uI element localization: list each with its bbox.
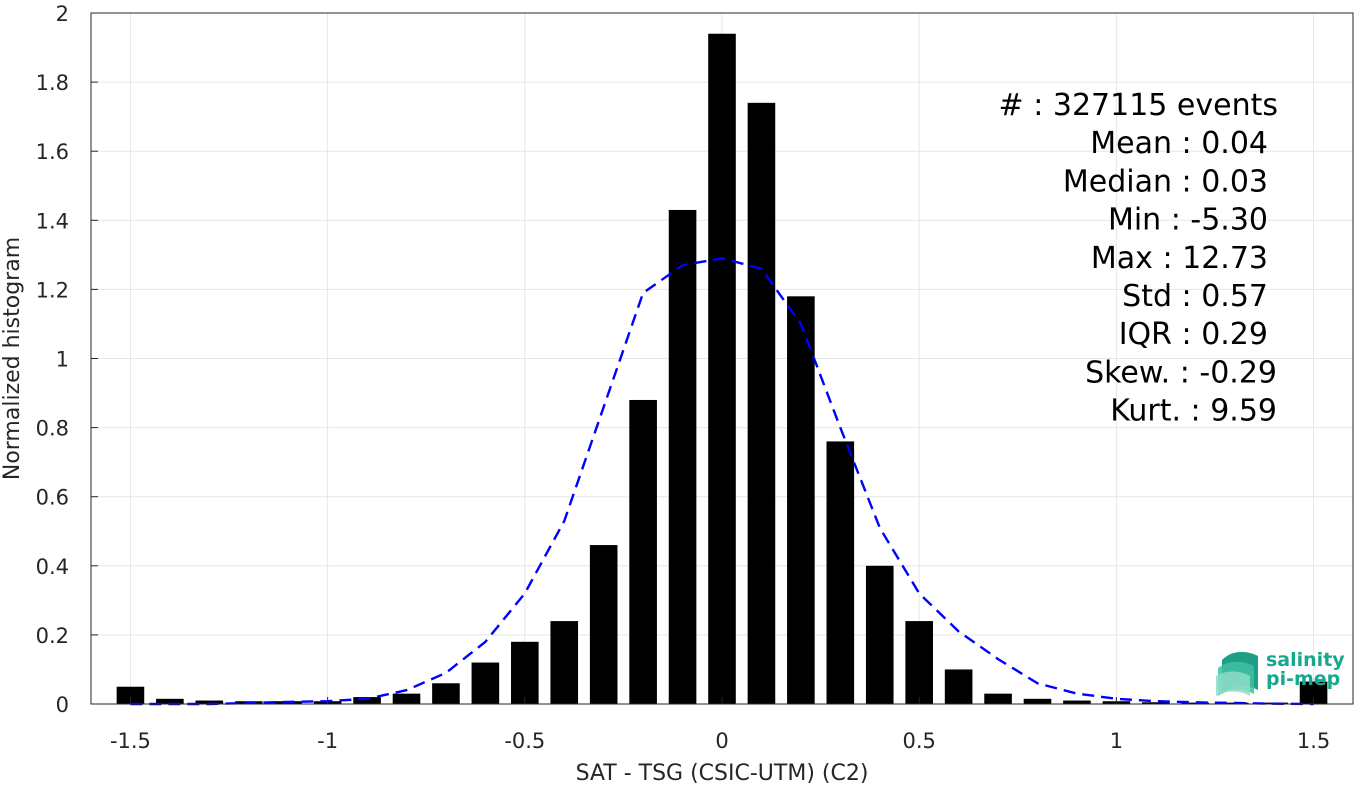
y-tick-label: 0.6 (36, 486, 69, 510)
histogram-bars (116, 33, 1328, 705)
histogram-bar (905, 621, 933, 704)
stat-line: Kurt. : 9.59 (1110, 394, 1277, 429)
y-tick-label: 1.2 (36, 278, 69, 302)
histogram-bar (1299, 681, 1328, 704)
y-tick-label: 1 (56, 348, 69, 372)
y-axis-label: Normalized histogram (0, 237, 25, 480)
histogram-bar (471, 662, 500, 704)
histogram-bar (747, 102, 776, 704)
x-axis-ticks: -1.5 -1 -0.5 0 0.5 1 1.5 (110, 697, 1330, 753)
x-tick-label: 0.5 (902, 729, 935, 753)
histogram-bar (629, 399, 657, 704)
stat-line: # : 327115 events (999, 88, 1278, 123)
y-axis-ticks: 0 0.2 0.4 0.6 0.8 1 1.2 1.4 1.6 1.8 2 (36, 2, 98, 717)
y-tick-label: 1.8 (36, 71, 69, 95)
histogram-bar (865, 565, 894, 704)
histogram-bar (944, 669, 973, 704)
histogram-bar (195, 700, 224, 704)
histogram-bar (353, 697, 381, 704)
histogram-bar (1142, 702, 1170, 704)
y-tick-label: 0.8 (36, 417, 69, 441)
histogram-bar (589, 545, 618, 704)
logo-text-pi-mep: pi-mep (1266, 668, 1340, 690)
histogram-bar (787, 296, 815, 704)
x-tick-label: -1 (317, 729, 338, 753)
y-tick-label: 2 (56, 2, 69, 26)
stat-line: IQR : 0.29 (1119, 317, 1268, 352)
histogram-bar (668, 209, 697, 704)
histogram-bar (550, 621, 579, 704)
x-tick-label: 0 (715, 729, 728, 753)
x-tick-label: -0.5 (504, 729, 545, 753)
stat-line: Skew. : -0.29 (1085, 355, 1277, 390)
histogram-bar (1023, 698, 1052, 704)
histogram-bar (984, 693, 1012, 704)
salinity-pi-mep-logo: salinity pi-mep (1216, 649, 1345, 696)
x-tick-label: 1.5 (1297, 729, 1330, 753)
histogram-bar (1181, 702, 1210, 704)
stat-line: Max : 12.73 (1091, 241, 1268, 276)
y-tick-label: 1.4 (36, 209, 69, 233)
histogram-bar (1063, 700, 1091, 704)
logo-text-salinity: salinity (1266, 649, 1345, 671)
histogram-bar (156, 698, 184, 704)
stat-line: Median : 0.03 (1063, 164, 1268, 199)
histogram-bar (826, 441, 855, 704)
y-tick-label: 0 (56, 693, 69, 717)
x-tick-label: 1 (1110, 729, 1123, 753)
stat-line: Min : -5.30 (1108, 203, 1268, 238)
logo-waves-icon (1216, 651, 1258, 696)
histogram-bar (392, 693, 421, 704)
histogram-bar (116, 686, 145, 704)
histogram-bar (432, 683, 460, 704)
histogram-bar (511, 641, 539, 704)
y-tick-label: 0.2 (36, 624, 69, 648)
x-tick-label: -1.5 (110, 729, 151, 753)
y-tick-label: 0.4 (36, 555, 69, 579)
stat-line: Std : 0.57 (1122, 279, 1268, 314)
y-tick-label: 1.6 (36, 140, 69, 164)
stat-line: Mean : 0.04 (1090, 126, 1268, 161)
x-axis-label: SAT - TSG (CSIC-UTM) (C2) (576, 761, 869, 785)
histogram-bar (708, 33, 736, 705)
